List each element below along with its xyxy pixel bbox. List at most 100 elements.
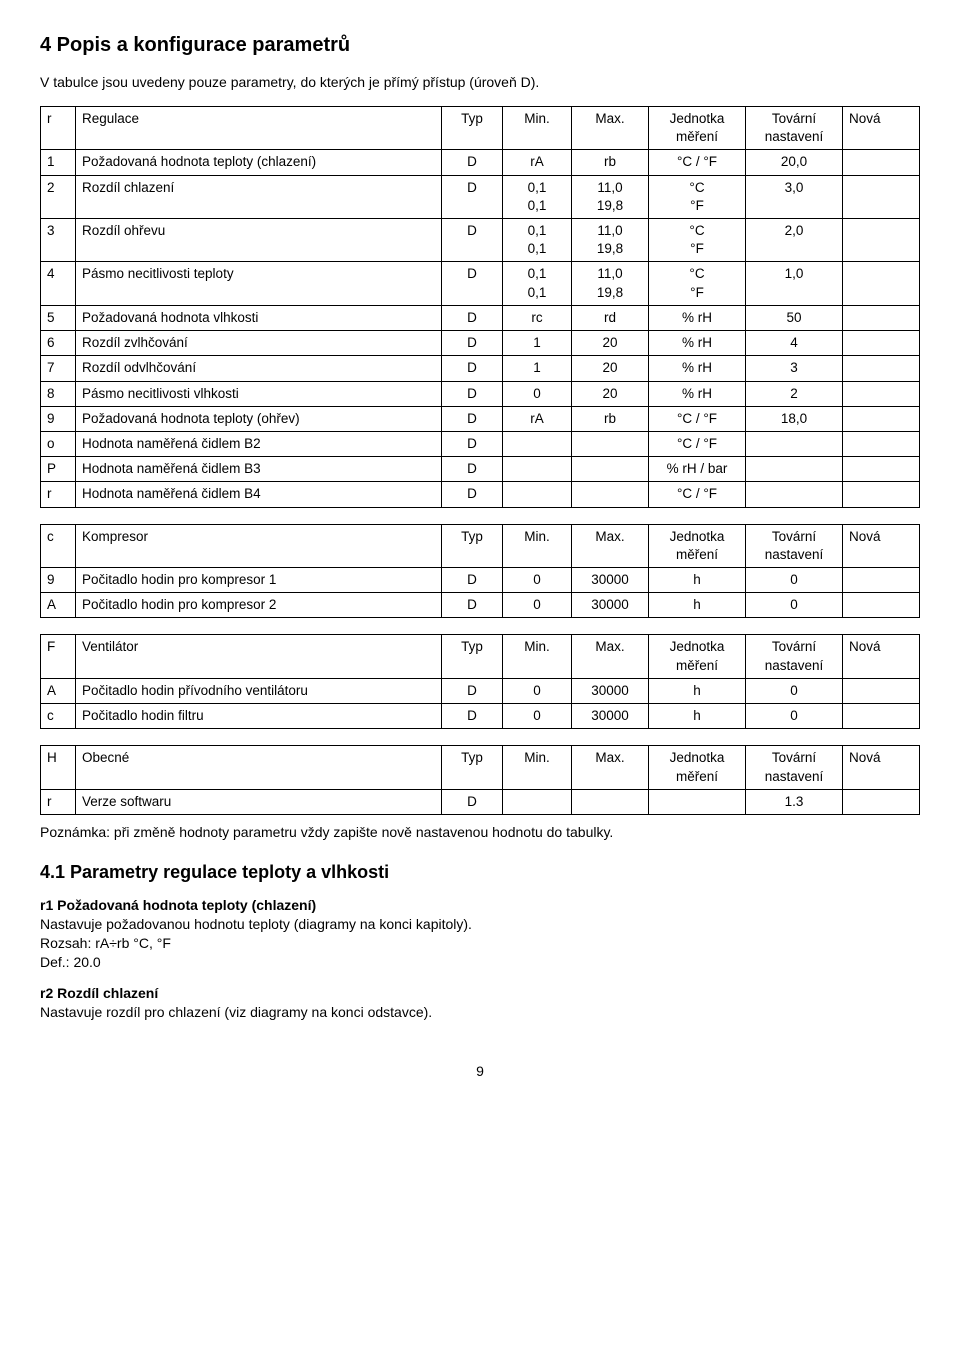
row-min: [503, 431, 572, 456]
table-kompresor: c Kompresor Typ Min. Max. Jednotka měřen…: [40, 524, 920, 619]
row-nova: [843, 331, 920, 356]
row-name: Požadovaná hodnota teploty (ohřev): [76, 406, 442, 431]
row-typ: D: [442, 331, 503, 356]
row-max: 11,019,8: [572, 175, 649, 218]
param-r2-line1: Nastavuje rozdíl pro chlazení (viz diagr…: [40, 1003, 920, 1022]
row-typ: D: [442, 356, 503, 381]
row-idx: 6: [41, 331, 76, 356]
row-typ: D: [442, 305, 503, 330]
col-typ: Typ: [442, 635, 503, 678]
row-nova: [843, 678, 920, 703]
col-max: Max.: [572, 635, 649, 678]
row-typ: D: [442, 678, 503, 703]
row-fact: 1,0: [746, 262, 843, 305]
note-text: Poznámka: při změně hodnoty parametru vž…: [40, 823, 920, 842]
col-unit: Jednotka měření: [649, 635, 746, 678]
row-max: [572, 789, 649, 814]
table-body: APočitadlo hodin přívodního ventilátoruD…: [41, 678, 920, 728]
row-name: Hodnota naměřená čidlem B2: [76, 431, 442, 456]
row-name: Pásmo necitlivosti vlhkosti: [76, 381, 442, 406]
row-unit: h: [649, 704, 746, 729]
row-max: 30000: [572, 593, 649, 618]
col-typ: Typ: [442, 746, 503, 789]
table-row: rVerze softwaruD1.3: [41, 789, 920, 814]
row-unit: % rH: [649, 381, 746, 406]
table-body: 1 Požadovaná hodnota teploty (chlazení) Dr…: [41, 150, 920, 507]
row-max: 20: [572, 331, 649, 356]
table-idx-header: H: [41, 746, 76, 789]
table-row: PHodnota naměřená čidlem B3D % rH / bar: [41, 457, 920, 482]
row-min: 0,10,1: [503, 175, 572, 218]
row-min: rA: [503, 150, 572, 175]
row-fact: 3,0: [746, 175, 843, 218]
row-min: 0: [503, 593, 572, 618]
row-max: 11,019,8: [572, 262, 649, 305]
row-fact: 1.3: [746, 789, 843, 814]
table-row: APočitadlo hodin pro kompresor 2D030000h…: [41, 593, 920, 618]
row-min: 0: [503, 381, 572, 406]
row-fact: 3: [746, 356, 843, 381]
table-regulace: r Regulace Typ Min. Max. Jednotka měření…: [40, 106, 920, 508]
row-typ: D: [442, 457, 503, 482]
row-typ: D: [442, 218, 503, 261]
row-max: 11,019,8: [572, 218, 649, 261]
row-min: [503, 482, 572, 507]
table-row: 8Pásmo necitlivosti vlhkostiD020% rH2: [41, 381, 920, 406]
row-name: Požadovaná hodnota vlhkosti: [76, 305, 442, 330]
col-fact: Tovární nastavení: [746, 524, 843, 567]
row-unit: °C / °F: [649, 431, 746, 456]
row-idx: 4: [41, 262, 76, 305]
row-unit: [649, 789, 746, 814]
row-unit: °C / °F: [649, 482, 746, 507]
row-idx: P: [41, 457, 76, 482]
param-r1-line2: Rozsah: rA÷rb °C, °F: [40, 934, 920, 953]
section-title: 4 Popis a konfigurace parametrů: [40, 32, 920, 59]
row-name: Rozdíl odvlhčování: [76, 356, 442, 381]
row-max: 30000: [572, 678, 649, 703]
row-unit: % rH: [649, 331, 746, 356]
row-fact: 2,0: [746, 218, 843, 261]
row-fact: [746, 457, 843, 482]
col-nova: Nová: [843, 635, 920, 678]
table-idx-header: c: [41, 524, 76, 567]
row-fact: [746, 482, 843, 507]
row-unit: h: [649, 678, 746, 703]
row-max: rb: [572, 406, 649, 431]
row-nova: [843, 381, 920, 406]
subsection-title: 4.1 Parametry regulace teploty a vlhkost…: [40, 860, 920, 884]
table-title: Obecné: [76, 746, 442, 789]
page-number: 9: [40, 1062, 920, 1081]
row-name: Hodnota naměřená čidlem B3: [76, 457, 442, 482]
row-idx: 2: [41, 175, 76, 218]
row-unit: % rH / bar: [649, 457, 746, 482]
row-name: Požadovaná hodnota teploty (chlazení): [76, 150, 442, 175]
row-unit: % rH: [649, 356, 746, 381]
param-r2-title: r2 Rozdíl chlazení: [40, 984, 920, 1003]
col-unit: Jednotka měření: [649, 106, 746, 149]
row-idx: r: [41, 482, 76, 507]
param-r1-title: r1 Požadovaná hodnota teploty (chlazení): [40, 896, 920, 915]
row-max: rd: [572, 305, 649, 330]
row-idx: A: [41, 678, 76, 703]
param-r1-line1: Nastavuje požadovanou hodnotu teploty (d…: [40, 915, 920, 934]
row-idx: 8: [41, 381, 76, 406]
row-idx: A: [41, 593, 76, 618]
row-fact: 0: [746, 678, 843, 703]
row-min: rA: [503, 406, 572, 431]
row-typ: D: [442, 482, 503, 507]
row-fact: 20,0: [746, 150, 843, 175]
col-min: Min.: [503, 746, 572, 789]
row-unit: °C°F: [649, 218, 746, 261]
table-row: 4Pásmo necitlivosti teplotyD0,10,111,019…: [41, 262, 920, 305]
table-row: 9Požadovaná hodnota teploty (ohřev)DrArb…: [41, 406, 920, 431]
row-typ: D: [442, 593, 503, 618]
row-nova: [843, 150, 920, 175]
row-fact: 18,0: [746, 406, 843, 431]
row-name: Počitadlo hodin přívodního ventilátoru: [76, 678, 442, 703]
row-nova: [843, 789, 920, 814]
row-max: 20: [572, 356, 649, 381]
row-fact: 0: [746, 704, 843, 729]
row-min: 1: [503, 356, 572, 381]
row-unit: °C°F: [649, 262, 746, 305]
row-fact: 2: [746, 381, 843, 406]
